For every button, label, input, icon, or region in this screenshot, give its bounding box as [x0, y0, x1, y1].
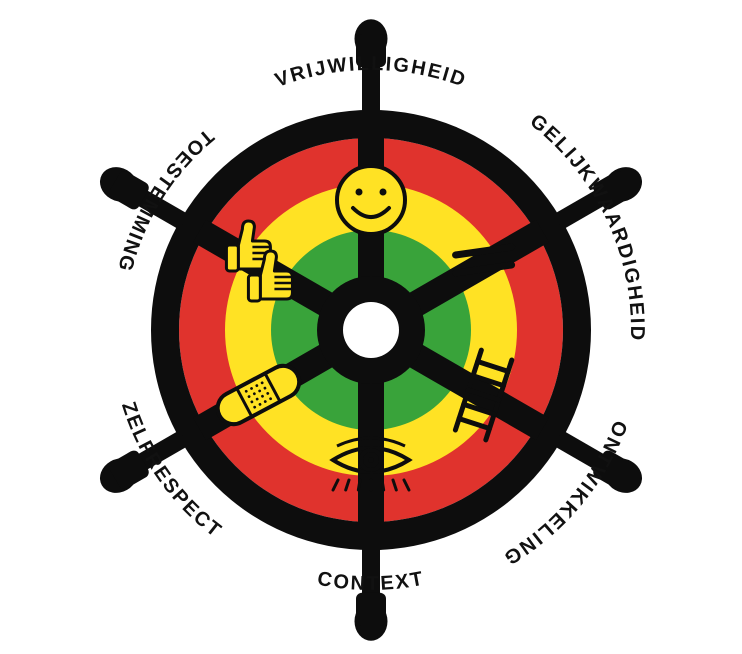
steering-wheel-diagram: VRIJWILLIGHEIDGELIJKWAARDIGHEIDONTWIKKEL…: [0, 0, 742, 654]
diagram-svg: VRIJWILLIGHEIDGELIJKWAARDIGHEIDONTWIKKEL…: [0, 0, 742, 654]
smiley-icon: [337, 166, 405, 234]
